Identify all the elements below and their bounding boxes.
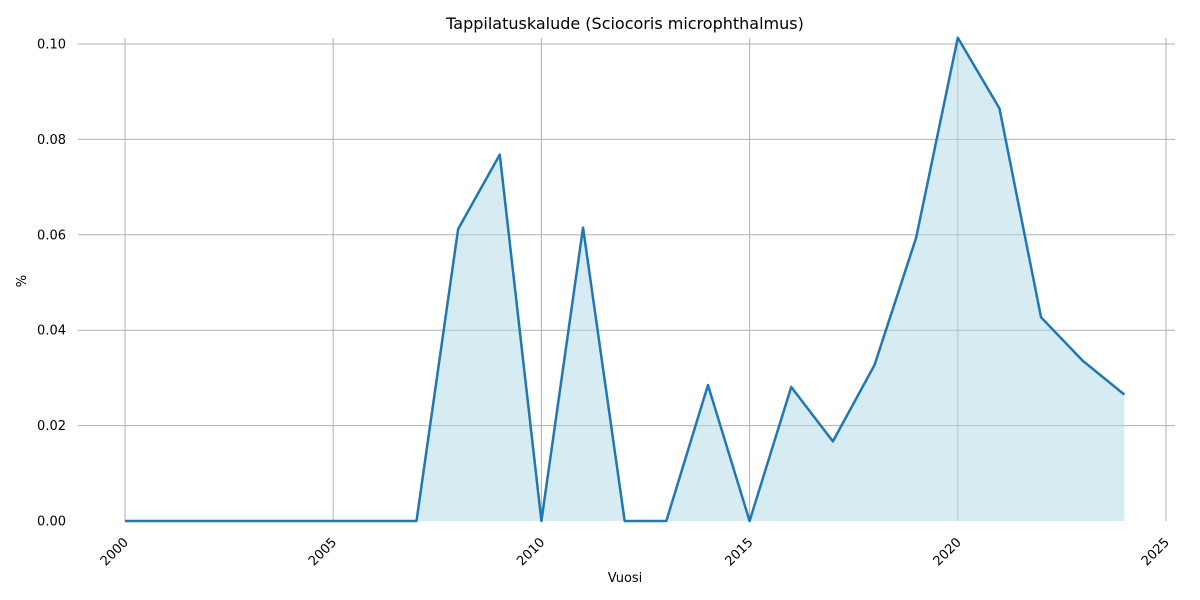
series-line bbox=[125, 36, 1126, 523]
x-tick-label: 2000 bbox=[98, 535, 132, 569]
x-tick-label: 2015 bbox=[722, 535, 756, 569]
x-tick-label: 2020 bbox=[931, 535, 965, 569]
y-tick-label: 0.04 bbox=[37, 324, 66, 339]
y-axis-ticks: 0.00 0.02 0.04 0.06 0.08 0.10 bbox=[37, 38, 66, 530]
y-tick-label: 0.00 bbox=[37, 515, 66, 530]
x-tick-label: 2005 bbox=[306, 535, 340, 569]
area-fill bbox=[125, 37, 1125, 522]
y-tick-label: 0.08 bbox=[37, 133, 66, 148]
y-axis-label: % bbox=[15, 275, 30, 287]
x-axis-label: Vuosi bbox=[608, 571, 643, 586]
y-tick-label: 0.06 bbox=[37, 228, 66, 243]
x-tick-label: 2025 bbox=[1139, 535, 1173, 569]
y-tick-label: 0.10 bbox=[37, 38, 66, 53]
x-axis-ticks: 2000 2005 2010 2015 2020 2025 bbox=[98, 535, 1173, 569]
y-tick-label: 0.02 bbox=[37, 419, 66, 434]
chart-title: Tappilatuskalude (Sciocoris microphthalm… bbox=[445, 14, 804, 33]
x-tick-label: 2010 bbox=[514, 535, 548, 569]
